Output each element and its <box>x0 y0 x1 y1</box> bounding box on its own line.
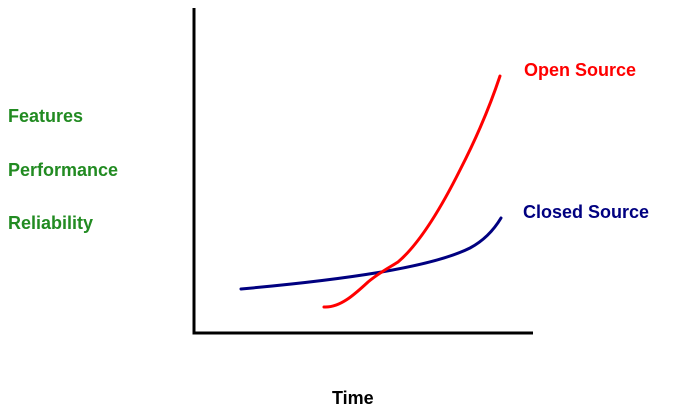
y-label-reliability: Reliability <box>8 213 94 233</box>
y-label-features: Features <box>8 106 84 126</box>
open-source-curve <box>322 74 502 309</box>
open-source-label: Open Source <box>524 60 637 80</box>
closed-source-label: Closed Source <box>523 202 650 222</box>
y-label-performance: Performance <box>8 160 119 180</box>
closed-source-curve <box>239 216 503 291</box>
x-axis-label: Time <box>332 388 374 408</box>
